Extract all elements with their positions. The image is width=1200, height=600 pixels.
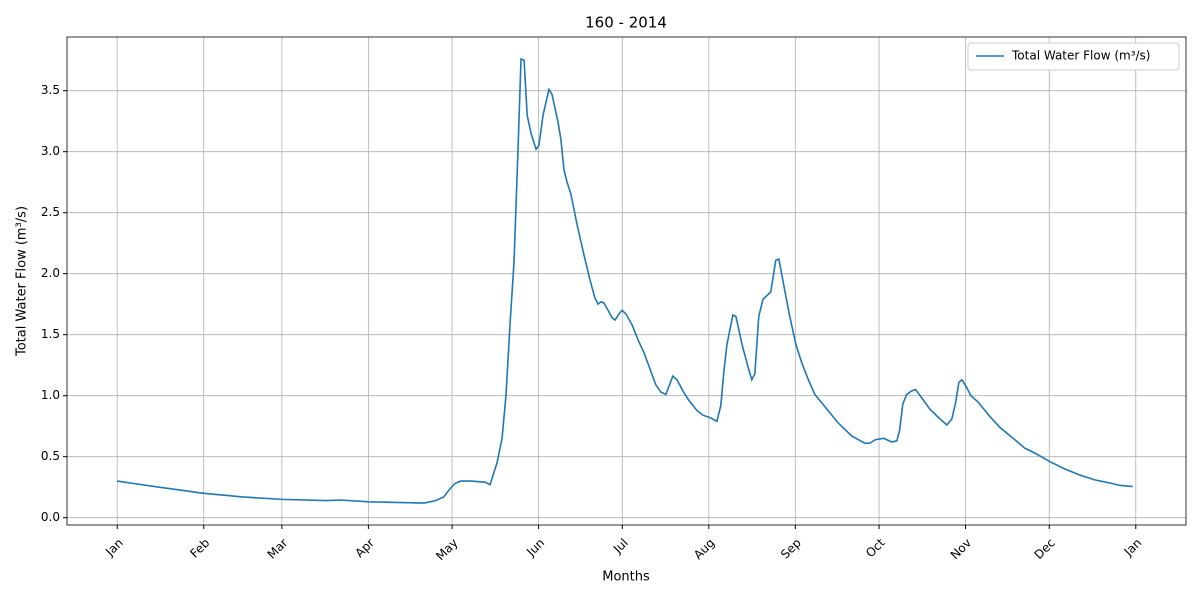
y-tick-label: 3.0 [41, 144, 60, 158]
legend-box [967, 42, 1180, 71]
x-tick-label: Feb [187, 536, 212, 561]
y-tick-label: 3.5 [41, 83, 60, 97]
x-tick-label: May [433, 536, 460, 563]
x-tick-label: Jan [102, 536, 126, 560]
x-axis-label: Months [602, 570, 650, 585]
x-tick-label: Apr [352, 536, 377, 561]
x-tick-label: Nov [948, 536, 974, 562]
x-tick-label: Sep [778, 536, 804, 562]
x-tick-label: Mar [265, 536, 291, 562]
data-line [117, 57, 1133, 504]
x-tick-label: Jun [523, 536, 547, 560]
y-tick-label: 0.0 [41, 510, 60, 524]
x-tick-label: Oct [863, 535, 888, 560]
y-tick-label: 2.0 [41, 266, 60, 280]
y-tick-label: 2.5 [41, 205, 60, 219]
x-tick-label: Aug [691, 536, 717, 562]
plot-frame [66, 36, 1187, 526]
x-tick-label: Dec [1032, 536, 1058, 562]
legend-label: Total Water Flow (m³/s) [1011, 49, 1151, 63]
y-tick-label: 1.0 [41, 388, 60, 402]
x-tick-label: Jan [1121, 536, 1145, 560]
y-tick-label: 1.5 [41, 327, 60, 341]
chart-title: 160 - 2014 [585, 14, 667, 32]
x-tick-label: Jul [610, 536, 631, 557]
y-axis-label: Total Water Flow (m³/s) [15, 206, 30, 357]
y-tick-label: 0.5 [41, 449, 60, 463]
